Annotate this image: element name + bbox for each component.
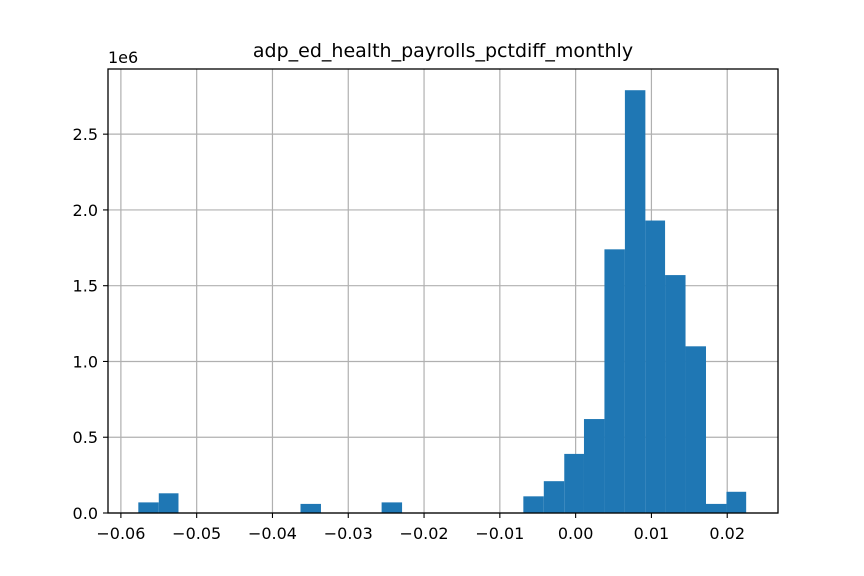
- histogram-bar: [685, 346, 706, 513]
- histogram-bar: [624, 90, 646, 513]
- x-tick-label: −0.03: [324, 524, 373, 543]
- x-tick-label: 0.01: [634, 524, 670, 543]
- x-axis-ticks: −0.06 −0.05 −0.04 −0.03 −0.02 −0.01 0.00 0.01 0.…: [96, 513, 745, 543]
- histogram-bar: [564, 453, 584, 513]
- histogram-bar: [300, 503, 321, 513]
- histogram-bar: [665, 275, 686, 513]
- x-tick-label: −0.02: [400, 524, 449, 543]
- histogram-bar: [604, 249, 625, 514]
- y-tick-label: 0.0: [73, 504, 98, 523]
- y-axis-offset-label: 1e6: [108, 48, 138, 67]
- histogram-bar: [583, 419, 605, 513]
- y-tick-label: 0.5: [73, 428, 98, 447]
- histogram-bar: [705, 503, 727, 513]
- histogram-bar: [645, 220, 666, 514]
- histogram-bar: [543, 481, 565, 513]
- x-tick-label: −0.06: [96, 524, 145, 543]
- x-tick-label: −0.01: [475, 524, 524, 543]
- x-tick-label: 0.02: [709, 524, 745, 543]
- y-tick-label: 2.0: [73, 201, 98, 220]
- histogram-bar: [726, 491, 747, 513]
- histogram-bar: [158, 493, 179, 513]
- histogram-bars: [138, 90, 747, 514]
- chart-title: adp_ed_health_payrolls_pctdiff_monthly: [253, 40, 633, 62]
- y-axis-ticks: 0.0 0.5 1.0 1.5 2.0 2.5: [73, 125, 108, 523]
- x-tick-label: −0.05: [172, 524, 221, 543]
- histogram-bar: [523, 496, 544, 513]
- axes-frame: [107, 68, 779, 514]
- y-tick-label: 1.0: [73, 352, 98, 371]
- histogram-bar: [138, 502, 159, 513]
- y-tick-label: 1.5: [73, 277, 98, 296]
- y-tick-label: 2.5: [73, 125, 98, 144]
- histogram-bar: [381, 502, 403, 513]
- x-tick-label: 0.00: [558, 524, 594, 543]
- x-tick-label: −0.04: [248, 524, 297, 543]
